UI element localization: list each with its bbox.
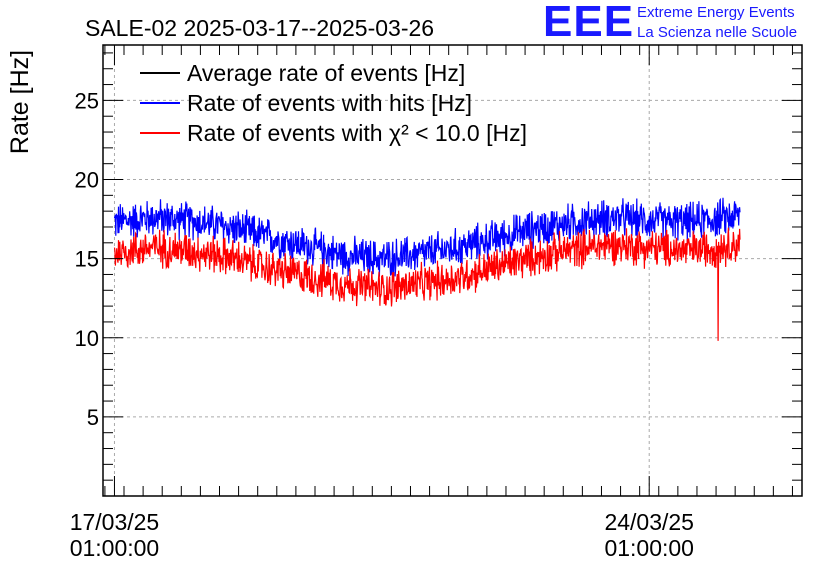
y-tick-label: 15 — [75, 247, 99, 272]
series-line-2 — [113, 227, 741, 341]
x-tick-label-time: 01:00:00 — [604, 535, 694, 561]
legend: Average rate of events [Hz] Rate of event… — [140, 60, 527, 146]
legend-label-0: Average rate of events [Hz] — [187, 60, 465, 86]
eee-logo: EEE — [543, 0, 635, 46]
series-layer — [113, 197, 741, 341]
x-tick-label-time: 01:00:00 — [70, 535, 160, 561]
legend-label-2: Rate of events with χ² < 10.0 [Hz] — [187, 120, 527, 146]
plot-frame — [102, 44, 803, 497]
logo-line-2: La Scienza nelle Scuole — [637, 24, 798, 41]
x-tick-label-date: 17/03/25 — [70, 509, 160, 535]
legend-label-1: Rate of events with hits [Hz] — [187, 90, 472, 116]
chart-title: SALE-02 2025-03-17--2025-03-26 — [85, 15, 434, 41]
x-tick-label-date: 24/03/25 — [604, 509, 694, 535]
y-tick-label: 25 — [75, 88, 99, 113]
logo-line-1: Extreme Energy Events — [637, 4, 795, 21]
y-tick-label: 10 — [75, 326, 99, 351]
y-tick-label: 5 — [87, 405, 99, 430]
y-axis-label: Rate [Hz] — [6, 50, 34, 154]
axis-labels: 51015202517/03/2501:00:0024/03/2501:00:0… — [70, 88, 694, 561]
y-tick-label: 20 — [75, 168, 99, 193]
series-line-1 — [113, 197, 741, 277]
axis-ticks — [103, 45, 802, 496]
